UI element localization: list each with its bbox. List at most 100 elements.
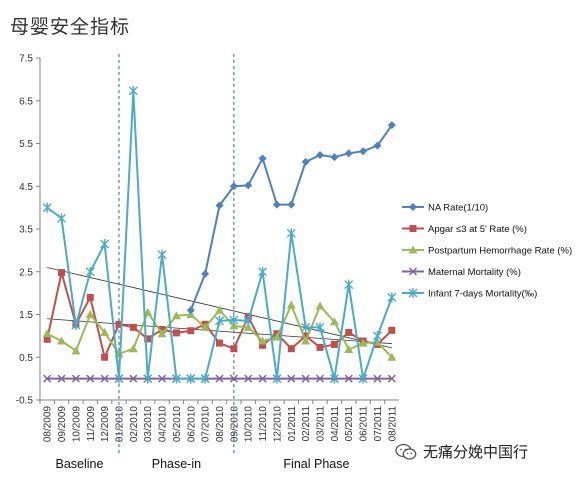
data-point <box>315 322 325 333</box>
data-point <box>71 346 81 355</box>
data-point <box>157 329 167 338</box>
data-point <box>229 374 238 383</box>
y-tick-label: 6.5 <box>19 96 33 107</box>
data-point <box>158 374 167 383</box>
data-point <box>71 374 80 383</box>
data-point <box>286 300 296 309</box>
x-tick-label: 12/2009 <box>100 406 111 443</box>
data-point <box>344 374 353 383</box>
data-point <box>409 225 417 232</box>
data-point <box>387 352 397 361</box>
y-tick-label: 5.5 <box>19 139 33 150</box>
data-point <box>129 323 137 331</box>
data-point <box>128 344 138 353</box>
x-tick-label: 02/2010 <box>129 406 140 443</box>
data-point <box>244 181 253 190</box>
data-point <box>216 339 223 347</box>
data-point <box>43 374 52 383</box>
data-point <box>316 343 324 351</box>
phase-label: Phase-in <box>152 457 201 471</box>
data-point <box>287 200 296 209</box>
data-point <box>115 320 123 328</box>
y-tick-label: 4.5 <box>19 182 33 193</box>
data-point <box>230 345 238 353</box>
x-tick-label: 01/2011 <box>287 406 298 442</box>
data-point <box>344 149 353 158</box>
y-tick-label: 1.5 <box>19 310 33 321</box>
data-point <box>42 329 52 338</box>
x-tick-label: 11/2009 <box>86 406 97 442</box>
data-point <box>287 345 295 353</box>
phase-divider-layer: Baseline Phase-in Final Phase <box>56 54 349 471</box>
series-2 <box>42 300 397 361</box>
data-point <box>359 147 368 156</box>
data-point <box>301 374 310 383</box>
data-point <box>329 373 339 384</box>
data-point <box>258 336 268 345</box>
data-point <box>215 374 224 383</box>
data-point <box>316 151 325 160</box>
x-tick-label: 03/2010 <box>143 406 154 443</box>
wechat-icon <box>395 443 417 460</box>
legend-entry: Maternal Mortality (%) <box>428 267 521 278</box>
data-point <box>373 141 382 150</box>
data-point <box>330 153 339 162</box>
data-point <box>408 245 418 254</box>
data-point <box>409 203 417 211</box>
watermark: 无痛分娩中国行 <box>395 441 528 462</box>
x-tick-label: 05/2010 <box>172 406 183 443</box>
data-point <box>57 213 67 224</box>
data-point <box>215 305 224 314</box>
y-tick-label: 2.5 <box>19 267 33 278</box>
data-point <box>372 330 382 341</box>
data-point <box>408 288 418 298</box>
x-tick-label: 06/2010 <box>186 406 197 443</box>
x-tick-label: 04/2010 <box>158 406 169 443</box>
series-3 <box>43 374 396 383</box>
data-point <box>57 374 66 383</box>
data-point <box>200 373 210 384</box>
data-point <box>229 182 238 191</box>
data-point <box>408 267 418 276</box>
data-point <box>144 335 152 343</box>
data-point <box>272 332 282 341</box>
data-point <box>387 121 396 130</box>
data-point <box>187 327 195 335</box>
data-point <box>229 315 239 326</box>
data-point <box>58 269 66 277</box>
data-point <box>201 269 210 278</box>
y-tick-label: 3.5 <box>19 225 33 236</box>
data-point <box>100 238 110 249</box>
series-layer <box>42 85 397 384</box>
data-point <box>200 322 210 331</box>
x-tick-label: 09/2010 <box>229 406 240 443</box>
x-tick-label: 08/2010 <box>215 406 226 443</box>
series-1 <box>43 269 396 361</box>
data-point <box>172 329 180 337</box>
data-point <box>272 200 281 209</box>
data-point <box>42 202 52 213</box>
data-point <box>358 373 368 384</box>
data-point <box>100 327 110 336</box>
x-tick-label: 06/2011 <box>359 406 370 442</box>
data-point <box>171 373 181 384</box>
data-point <box>71 320 81 331</box>
data-point <box>373 374 382 383</box>
data-point <box>330 340 338 348</box>
series-4 <box>42 85 397 384</box>
x-tick-label: 08/2011 <box>387 406 398 442</box>
x-tick-label: 08/2009 <box>43 406 54 443</box>
legend: NA Rate(1/10) Apgar ≤3 at 5' Rate (%) Post… <box>402 203 572 300</box>
data-point <box>100 374 109 383</box>
data-point <box>344 279 354 290</box>
data-point <box>315 301 325 310</box>
x-tick-label: 01/2010 <box>114 406 125 443</box>
data-point <box>57 336 67 345</box>
data-point <box>302 332 310 340</box>
data-point <box>258 374 267 383</box>
data-point <box>387 292 397 303</box>
data-point <box>258 266 268 277</box>
watermark-text: 无痛分娩中国行 <box>423 443 529 461</box>
y-tick-label: 0.5 <box>19 353 33 364</box>
data-point <box>128 85 138 96</box>
